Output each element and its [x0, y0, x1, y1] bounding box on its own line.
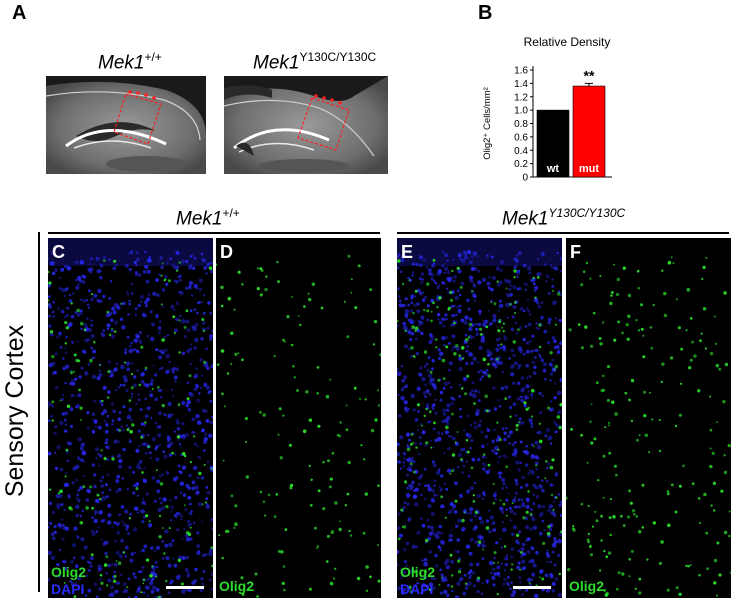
bar-label-mut: mut	[579, 163, 600, 175]
panel-letter-b: B	[478, 2, 493, 24]
bar-label-wt: wt	[546, 163, 560, 175]
panel-e-olig2-label: Olig2	[400, 564, 436, 580]
brain-section-images	[46, 76, 388, 174]
micrograph-d: D Olig2	[216, 238, 381, 598]
panel-a-mut-label: Mek1Y130C/Y130C	[253, 50, 376, 74]
panel-letter-f: F	[570, 242, 581, 262]
micrograph-c-image	[48, 238, 213, 598]
y-tick-label: 0.2	[514, 159, 528, 170]
sensory-cortex-label: Sensory Cortex	[1, 324, 29, 498]
panel-c-olig2-label: Olig2	[51, 564, 87, 580]
y-tick-label: 1.2	[514, 92, 528, 103]
micrograph-f-image	[566, 256, 731, 597]
y-tick-label: 1.6	[514, 66, 528, 77]
mut-column-gene: Mek1	[502, 208, 549, 230]
panel-a-mut-genotype: Y130C/Y130C	[299, 50, 377, 64]
panel-d-olig2-label: Olig2	[219, 578, 255, 594]
panel-e-dapi-label: DAPI	[400, 581, 434, 597]
panel-letter-d: D	[220, 242, 233, 262]
panel-a-wt-gene: Mek1	[98, 52, 145, 74]
wt-header-rule	[48, 232, 380, 234]
wt-column-gene: Mek1	[176, 208, 223, 230]
y-tick-label: 0.6	[514, 132, 528, 143]
y-tick-label: 0.8	[514, 119, 528, 130]
panel-a-wt-label: Mek1+/+	[98, 50, 162, 74]
bar-mut	[572, 85, 606, 178]
y-tick-label: 0.4	[514, 146, 528, 157]
y-axis-label: Olig2⁺ Cells/mm²	[482, 87, 493, 160]
micrograph-e: E Olig2 DAPI	[397, 238, 562, 598]
cell-nuclei	[48, 250, 213, 598]
panel-a-wt-genotype: +/+	[144, 50, 162, 64]
scale-bar	[166, 586, 204, 589]
wt-column-genotype: +/+	[222, 206, 240, 220]
mut-column-genotype: Y130C/Y130C	[548, 206, 626, 220]
micrograph-e-image	[397, 238, 562, 598]
micrograph-c: C Olig2 DAPI	[48, 238, 213, 598]
y-tick-label: 1.0	[514, 106, 528, 117]
bar-wt	[536, 109, 570, 178]
mut-column-header: Mek1Y130C/Y130C	[502, 206, 625, 230]
mut-header-rule	[397, 232, 729, 234]
y-tick-label: 1.4	[514, 79, 528, 90]
panel-c-dapi-label: DAPI	[51, 581, 85, 597]
wt-brain-section	[46, 76, 206, 174]
cell-nuclei	[216, 254, 381, 598]
cell-nuclei	[566, 256, 731, 597]
panel-letter-e: E	[401, 242, 414, 262]
wt-column-header: Mek1+/+	[176, 206, 240, 230]
micrograph-f: F Olig2	[566, 238, 731, 598]
panel-f-olig2-label: Olig2	[569, 578, 605, 594]
panel-a-mut-gene: Mek1	[253, 52, 300, 74]
side-rule	[38, 232, 40, 592]
relative-density-chart: Relative Density Olig2⁺ Cells/mm² 1.6 1.4 1.…	[482, 35, 612, 184]
mut-brain-section	[223, 76, 388, 174]
pial-surface-band	[397, 238, 562, 266]
panel-letter-a: A	[12, 2, 27, 24]
significance-marker: **	[584, 67, 595, 83]
panel-letter-c: C	[52, 242, 65, 262]
scale-bar	[513, 586, 551, 589]
y-tick-label: 0	[522, 173, 528, 184]
chart-title: Relative Density	[524, 35, 611, 49]
cell-nuclei	[397, 249, 562, 598]
micrograph-d-image	[216, 254, 381, 598]
